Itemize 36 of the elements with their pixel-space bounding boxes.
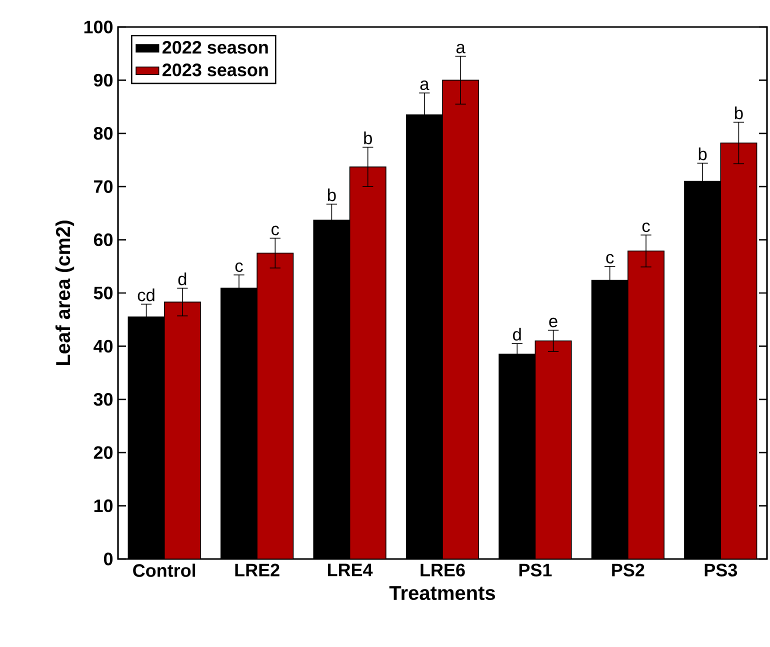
data-label: c [642,222,650,232]
y-tick-label: 10 [94,499,113,512]
data-label: b [698,148,707,160]
data-label: d [178,272,186,286]
y-tick-label: 60 [94,233,113,246]
x-tick-label: PS1 [519,564,552,576]
data-label: b [328,188,336,202]
data-label: a [456,44,466,54]
data-label: b [735,106,743,120]
y-tick-label: 90 [94,74,113,87]
legend-label: 2023 season [162,64,268,76]
data-label: e [549,318,558,328]
x-tick-label: LRE2 [235,564,280,576]
x-tick-label: PS3 [704,564,738,576]
x-tick-label: Control [133,564,196,577]
data-label: c [606,254,614,264]
y-tick-label: 100 [84,20,113,34]
data-label: d [513,328,521,341]
data-label: cd [138,288,154,302]
data-label: c [235,262,243,272]
data-label: c [272,226,280,236]
y-axis-title: Leaf area (cm2) [55,220,74,366]
x-tick-label: LRE6 [420,564,465,576]
y-tick-label: 70 [94,180,113,193]
x-axis-title: Treatments [389,586,496,600]
y-tick-label: 40 [94,340,113,353]
y-tick-label: 20 [94,446,113,459]
data-label: b [364,132,372,144]
legend-label: 2022 season [162,40,268,54]
x-tick-label: PS2 [612,564,644,576]
x-tick-label: LRE4 [328,564,373,576]
y-tick-label: 0 [104,552,113,566]
y-tick-label: 80 [94,127,113,140]
y-tick-label: 50 [94,286,113,300]
data-label: a [420,80,430,90]
y-tick-label: 30 [94,393,113,406]
